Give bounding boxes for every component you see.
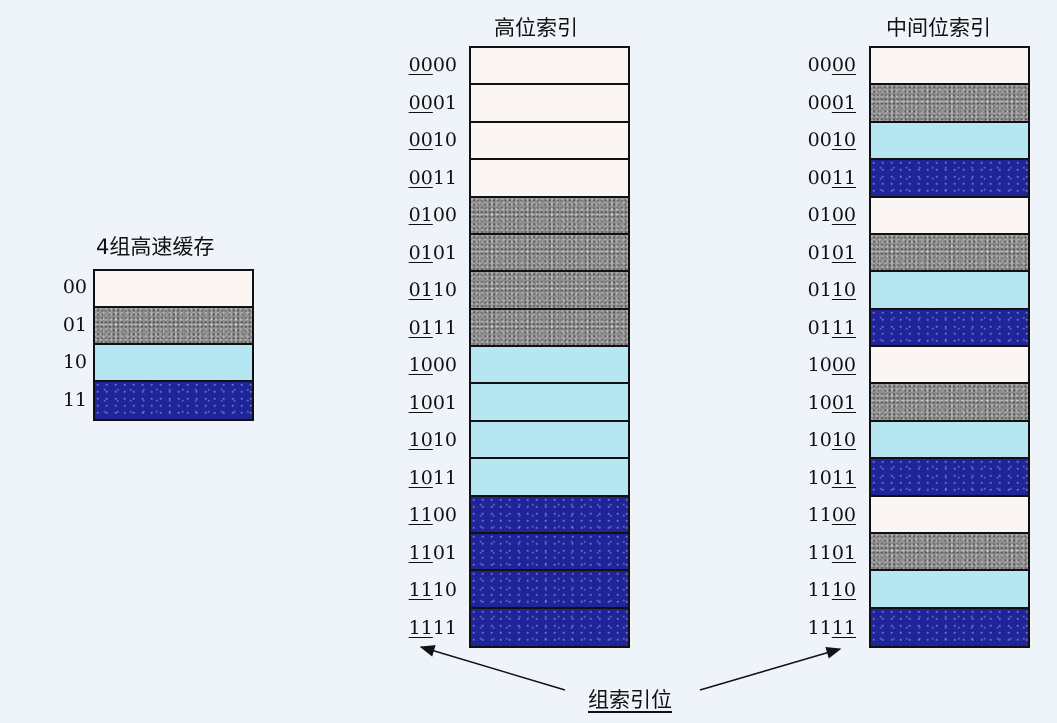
- middle-index-cell: [871, 234, 1028, 273]
- middle-index-row-label: 0010: [807, 129, 856, 151]
- high-index-row-label: 0101: [408, 241, 457, 264]
- middle-index-row-label: 1011: [807, 466, 856, 489]
- high-index-row-label: 1100: [408, 504, 457, 526]
- middle-index-row-label: 1110: [807, 579, 856, 601]
- high-index-row-label: 1101: [408, 541, 457, 564]
- middle-index-row-label: 1000: [807, 354, 856, 376]
- middle-index-row-label: 0011: [807, 166, 856, 189]
- middle-index-row-label: 0111: [807, 316, 856, 339]
- high-index-row-label: 0000: [408, 54, 457, 76]
- high-index-cell: [471, 309, 628, 347]
- middle-index-row-label: 0001: [807, 91, 856, 114]
- middle-index-row-label: 1010: [807, 429, 856, 451]
- middle-index-grid: [869, 46, 1030, 648]
- middle-index-cell: [871, 608, 1028, 646]
- high-index-row-label: 1111: [408, 616, 457, 639]
- high-index-cell: [471, 533, 628, 572]
- middle-index-row-label: 1001: [807, 391, 856, 414]
- high-index-cell: [471, 384, 628, 422]
- middle-index-cell: [871, 459, 1028, 497]
- high-index-row-label: 1010: [408, 429, 457, 451]
- middle-index-cell: [871, 347, 1028, 385]
- middle-index-cell: [871, 272, 1028, 310]
- middle-index-row-label: 1111: [807, 616, 856, 639]
- high-index-cell: [471, 197, 628, 235]
- high-index-grid: [469, 46, 630, 648]
- right-arrow: [699, 647, 842, 691]
- small-cache-row-label: 11: [62, 388, 87, 411]
- small-cache-cell: [95, 382, 252, 419]
- middle-index-row-label: 0110: [807, 279, 856, 301]
- middle-index-cell: [871, 421, 1028, 460]
- middle-index-cell: [871, 197, 1028, 235]
- middle-index-row-label: 1100: [807, 504, 856, 526]
- middle-index-cell: [871, 533, 1028, 572]
- small-cache-row-label: 10: [62, 351, 87, 373]
- small-cache-row-label: 01: [62, 313, 87, 336]
- middle-index-cell: [871, 160, 1028, 198]
- high-index-row-label: 1001: [408, 391, 457, 414]
- high-index-cell: [471, 48, 628, 86]
- high-index-row-label: 0011: [408, 166, 457, 189]
- small-cache-cell: [95, 308, 252, 345]
- high-index-row-label: 0111: [408, 316, 457, 339]
- high-index-cell: [471, 272, 628, 310]
- middle-index-cell: [871, 122, 1028, 161]
- high-index-cell: [471, 85, 628, 123]
- middle-index-row-label: 1101: [807, 541, 856, 564]
- high-index-cell: [471, 234, 628, 273]
- middle-index-cell: [871, 384, 1028, 422]
- set-index-bits-label: 组索引位: [588, 688, 672, 712]
- high-index-cell: [471, 122, 628, 161]
- high-index-cell: [471, 459, 628, 497]
- middle-index-cell: [871, 571, 1028, 609]
- high-index-cell: [471, 496, 628, 534]
- high-index-title: 高位索引: [494, 16, 578, 40]
- middle-index-cell: [871, 496, 1028, 534]
- middle-index-cell: [871, 309, 1028, 347]
- high-index-cell: [471, 160, 628, 198]
- small-cache-row-label: 00: [62, 276, 87, 298]
- small-cache-title: 4组高速缓存: [96, 235, 215, 259]
- high-index-row-label: 1011: [408, 466, 457, 489]
- small-cache-grid: [93, 269, 254, 421]
- middle-index-cell: [871, 48, 1028, 86]
- high-index-cell: [471, 571, 628, 609]
- middle-index-title: 中间位索引: [886, 16, 991, 40]
- middle-index-row-label: 0000: [807, 54, 856, 76]
- middle-index-cell: [871, 85, 1028, 123]
- left-arrow: [419, 645, 566, 691]
- high-index-row-label: 0010: [408, 129, 457, 151]
- high-index-row-label: 1110: [408, 579, 457, 601]
- small-cache-cell: [95, 345, 252, 382]
- high-index-row-label: 0110: [408, 279, 457, 301]
- high-index-cell: [471, 347, 628, 385]
- high-index-row-label: 1000: [408, 354, 457, 376]
- high-index-cell: [471, 608, 628, 646]
- high-index-row-label: 0100: [408, 204, 457, 226]
- high-index-row-label: 0001: [408, 91, 457, 114]
- middle-index-row-label: 0100: [807, 204, 856, 226]
- small-cache-cell: [95, 271, 252, 308]
- middle-index-row-label: 0101: [807, 241, 856, 264]
- high-index-cell: [471, 421, 628, 460]
